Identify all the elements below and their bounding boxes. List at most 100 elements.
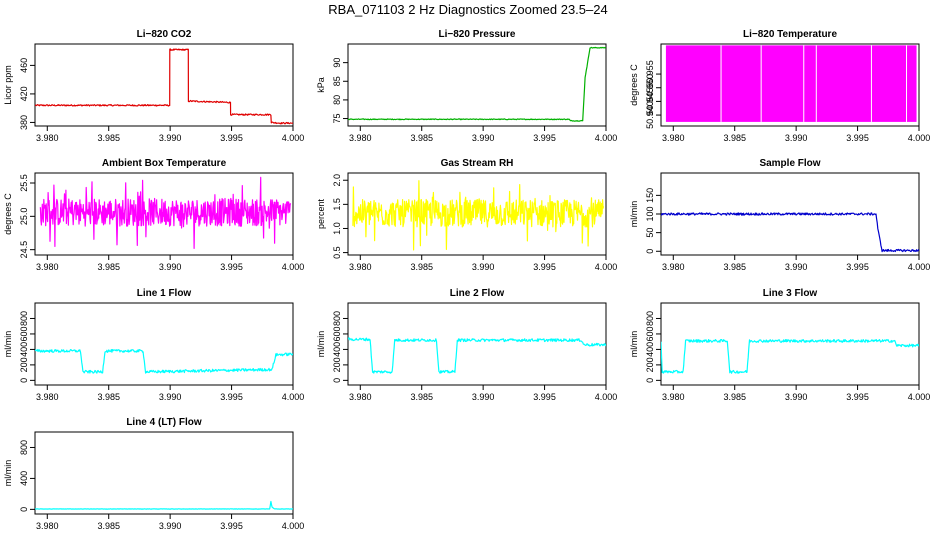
- x-tick-label: 3.995: [220, 133, 243, 143]
- panel-ambient-box: Ambient Box Temperature 3.980 3.985 3.990 3.…: [3, 158, 304, 272]
- x-tick-label: 3.980: [349, 392, 372, 402]
- y-tick-label: 85: [332, 76, 342, 86]
- x-tick-label: 4.000: [908, 133, 931, 143]
- series-line: [352, 180, 605, 251]
- x-tick-label: 3.985: [97, 392, 120, 402]
- series-pressure: [348, 46, 606, 122]
- x-tick-label: 3.980: [36, 521, 59, 531]
- x-tick-label: 3.980: [662, 392, 685, 402]
- y-tick-label: 90: [332, 58, 342, 68]
- panel-line4-flow: Line 4 (LT) Flow 3.980 3.985 3.990 3.995 4.00…: [3, 417, 304, 531]
- y-tick-label: 0: [645, 378, 655, 383]
- x-tick-label: 3.995: [220, 392, 243, 402]
- y-tick-label: 50.940: [645, 101, 655, 129]
- series-line: [348, 46, 606, 122]
- plot-frame: [347, 172, 607, 256]
- y-axis-label: degrees C: [3, 193, 13, 235]
- x-tick-label: 4.000: [595, 392, 618, 402]
- x-tick-label: 3.995: [533, 133, 556, 143]
- panel-gas-rh: Gas Stream RH 3.980 3.985 3.990 3.995 4.000 0.…: [316, 158, 617, 272]
- panel-co2: Li−820 CO2 3.980 3.985 3.990 3.995 4.000 380 42…: [3, 29, 304, 143]
- y-tick-label: 0.5: [332, 246, 342, 259]
- y-tick-label: 75: [332, 114, 342, 124]
- y-tick-label: 0: [645, 249, 655, 254]
- panel-line1-flow: Line 1 Flow 3.980 3.985 3.990 3.995 4.000 0 200…: [3, 288, 304, 402]
- y-tick-label: 50.955: [645, 60, 655, 88]
- panel-line3-flow: Line 3 Flow 3.980 3.985 3.990 3.995 4.000 0 200…: [629, 288, 930, 402]
- x-tick-label: 4.000: [282, 521, 305, 531]
- x-tick-label: 3.985: [410, 262, 433, 272]
- y-tick-label: 1.0: [332, 222, 342, 235]
- series-line: [661, 339, 919, 374]
- panel-title: Ambient Box Temperature: [102, 158, 227, 169]
- x-tick-label: 3.995: [846, 133, 869, 143]
- y-tick-label: 150: [645, 188, 655, 203]
- series-line: [35, 48, 293, 125]
- y-tick-label: 460: [19, 58, 29, 73]
- plot-frame: [347, 302, 607, 386]
- panel-temperature: Li−820 Temperature 3.980 3.985 3.990 3.995 4.…: [629, 29, 930, 143]
- y-axis-label: degrees C: [629, 64, 639, 106]
- y-tick-label: 400: [645, 342, 655, 357]
- x-tick-label: 3.995: [533, 262, 556, 272]
- series-line2-flow: [348, 337, 606, 374]
- x-tick-label: 4.000: [282, 262, 305, 272]
- x-tick-label: 3.990: [159, 392, 182, 402]
- x-tick-label: 3.985: [97, 521, 120, 531]
- x-tick-label: 4.000: [908, 262, 931, 272]
- series-co2: [35, 48, 293, 125]
- x-tick-label: 4.000: [595, 262, 618, 272]
- panel-title: Line 2 Flow: [450, 288, 505, 299]
- series-band: [665, 45, 917, 122]
- x-tick-label: 3.985: [723, 392, 746, 402]
- x-tick-label: 3.985: [410, 133, 433, 143]
- x-tick-label: 3.980: [349, 262, 372, 272]
- y-tick-label: 800: [645, 311, 655, 326]
- series-line: [35, 349, 293, 374]
- x-tick-label: 3.990: [472, 392, 495, 402]
- x-tick-label: 3.985: [723, 133, 746, 143]
- y-axis-label: percent: [316, 198, 326, 229]
- series-temperature: [665, 45, 917, 122]
- x-tick-label: 3.995: [533, 392, 556, 402]
- x-tick-label: 4.000: [908, 392, 931, 402]
- y-tick-label: 600: [19, 326, 29, 341]
- x-tick-label: 3.990: [159, 133, 182, 143]
- y-tick-label: 800: [19, 311, 29, 326]
- panel-title: Line 3 Flow: [763, 288, 818, 299]
- x-tick-label: 3.985: [97, 133, 120, 143]
- y-axis-label: ml/min: [3, 331, 13, 358]
- x-tick-label: 3.985: [97, 262, 120, 272]
- panel-title: Line 4 (LT) Flow: [126, 417, 202, 428]
- y-tick-label: 100: [645, 206, 655, 221]
- x-tick-label: 3.980: [36, 392, 59, 402]
- y-tick-label: 200: [332, 357, 342, 372]
- y-tick-label: 0: [19, 378, 29, 383]
- x-tick-label: 3.990: [785, 262, 808, 272]
- x-tick-label: 4.000: [282, 392, 305, 402]
- x-tick-label: 3.995: [220, 521, 243, 531]
- y-tick-label: 80: [332, 95, 342, 105]
- series-line4-flow: [35, 500, 293, 510]
- y-tick-label: 420: [19, 86, 29, 101]
- y-tick-label: 25.5: [19, 174, 29, 192]
- y-axis-label: ml/min: [3, 460, 13, 487]
- y-axis-label: Licor ppm: [3, 65, 13, 105]
- series-gas-rh: [352, 180, 605, 251]
- y-axis-label: ml/min: [316, 331, 326, 358]
- y-tick-label: 380: [19, 115, 29, 130]
- x-tick-label: 3.990: [472, 262, 495, 272]
- x-tick-label: 3.985: [723, 262, 746, 272]
- y-tick-label: 0: [332, 378, 342, 383]
- plot-frame: [34, 172, 294, 256]
- series-line: [348, 337, 606, 374]
- plot-frame: [347, 43, 607, 127]
- figure-title: RBA_071103 2 Hz Diagnostics Zoomed 23.5–…: [328, 2, 608, 17]
- panel-sample-flow: Sample Flow 3.980 3.985 3.990 3.995 4.000 0 50 1…: [629, 158, 930, 272]
- x-tick-label: 3.980: [36, 133, 59, 143]
- panel-pressure: Li−820 Pressure 3.980 3.985 3.990 3.995 4.000…: [316, 29, 617, 143]
- y-tick-label: 800: [19, 440, 29, 455]
- y-tick-label: 400: [19, 471, 29, 486]
- y-tick-label: 400: [332, 342, 342, 357]
